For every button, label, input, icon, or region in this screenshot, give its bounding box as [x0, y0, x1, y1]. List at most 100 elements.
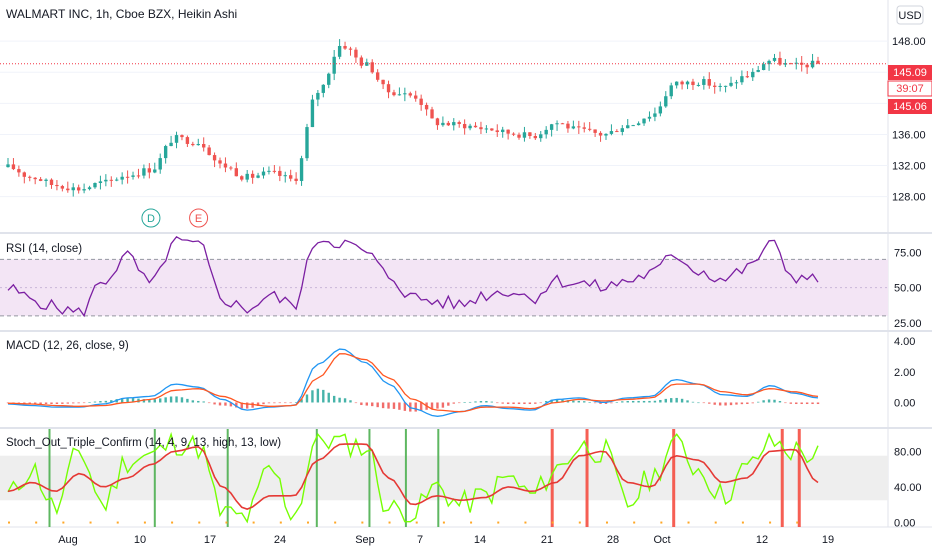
event-marker[interactable]: E [189, 208, 209, 228]
candle [745, 70, 750, 79]
rsi-tick-label: 75.00 [894, 247, 922, 259]
candle [435, 117, 440, 130]
candle [185, 135, 190, 148]
candle-body [229, 167, 233, 169]
candle-body [131, 175, 135, 177]
candle-body [169, 142, 173, 147]
candle [560, 122, 565, 125]
candle [348, 46, 353, 56]
candle [669, 82, 673, 100]
candle [316, 90, 320, 107]
candle [501, 126, 505, 138]
candle-body [457, 122, 461, 124]
candle-body [6, 164, 10, 168]
candle-body [468, 125, 472, 129]
stoch-baseline-dot [198, 521, 201, 524]
time-tick-label: 28 [607, 534, 619, 546]
stoch-baseline-dot [306, 521, 309, 524]
candle-body [549, 124, 554, 130]
macd-histogram-bar [72, 402, 75, 404]
macd-histogram-bar [458, 402, 461, 404]
candle [723, 85, 728, 93]
candle [479, 121, 483, 135]
candle [674, 81, 679, 89]
countdown-tag: 39:07 [887, 80, 932, 97]
last-price-value: 145.09 [893, 67, 927, 79]
macd-histogram-bar [577, 400, 581, 403]
macd-histogram-bar [66, 402, 69, 404]
macd-histogram-bar [670, 398, 673, 403]
candle [288, 169, 293, 182]
candle [76, 184, 81, 194]
stoch-baseline-dot [334, 521, 337, 524]
candle [528, 132, 532, 139]
candle-body [180, 135, 184, 138]
candle-body [17, 169, 21, 173]
macd-histogram-bar [186, 398, 189, 403]
candle-body [419, 98, 423, 105]
candle-body [414, 95, 418, 99]
candle [734, 79, 739, 89]
candle [87, 185, 92, 191]
candle [60, 184, 65, 192]
candle [212, 152, 217, 168]
candle-body [375, 72, 380, 80]
candle [207, 145, 211, 156]
macd-histogram-bar [561, 399, 564, 403]
candle [517, 132, 521, 140]
stoch-baseline-dot [442, 521, 445, 524]
candle-body [98, 181, 103, 184]
candle-body [136, 175, 141, 177]
macd-histogram-bar [604, 402, 608, 404]
candle-body [283, 175, 287, 177]
macd-histogram-bar [474, 401, 477, 403]
time-tick-label: 24 [274, 534, 286, 546]
macd-histogram-bar [430, 402, 434, 409]
macd-histogram-bar [273, 402, 276, 404]
candle [430, 106, 434, 119]
candle-body [506, 129, 510, 134]
macd-histogram-bar [615, 402, 619, 403]
candle-body [435, 118, 440, 126]
macd-histogram-bar [376, 402, 379, 408]
candle [789, 62, 793, 65]
macd-histogram-bar [708, 402, 711, 404]
candle [163, 144, 168, 164]
stoch-pane[interactable] [0, 429, 888, 527]
candle [713, 82, 717, 94]
candle-body [185, 137, 190, 144]
macd-histogram-bar [501, 402, 504, 404]
candle [174, 131, 179, 149]
stoch-baseline-dot [687, 521, 690, 524]
candle [392, 89, 396, 97]
candle-body [772, 57, 777, 61]
candle [506, 129, 510, 140]
candle-body [473, 125, 478, 128]
stoch-baseline-dot [62, 521, 65, 524]
candle-body [337, 45, 342, 57]
macd-histogram-bar [311, 390, 314, 403]
candle [299, 155, 304, 186]
macd-histogram-bar [327, 392, 330, 403]
candle-body [647, 116, 652, 119]
currency-button[interactable]: USD [896, 5, 924, 25]
candle-body [212, 155, 217, 161]
prev-price-tag: 145.06 [888, 99, 932, 114]
rsi-pane[interactable] [0, 235, 888, 318]
candle-body [571, 126, 576, 129]
candle [33, 177, 37, 185]
event-marker[interactable]: D [141, 208, 161, 228]
candle [229, 165, 233, 171]
macd-title: MACD (12, 26, close, 9) [6, 340, 129, 352]
candle-body [354, 49, 358, 58]
candle [794, 57, 798, 70]
candle-body [142, 168, 146, 176]
candle-body [484, 128, 489, 130]
macd-histogram-bar [479, 401, 483, 403]
macd-histogram-bar [392, 402, 396, 409]
macd-pane[interactable] [6, 348, 820, 417]
macd-histogram-bar [197, 400, 200, 403]
candle-body [615, 131, 619, 133]
